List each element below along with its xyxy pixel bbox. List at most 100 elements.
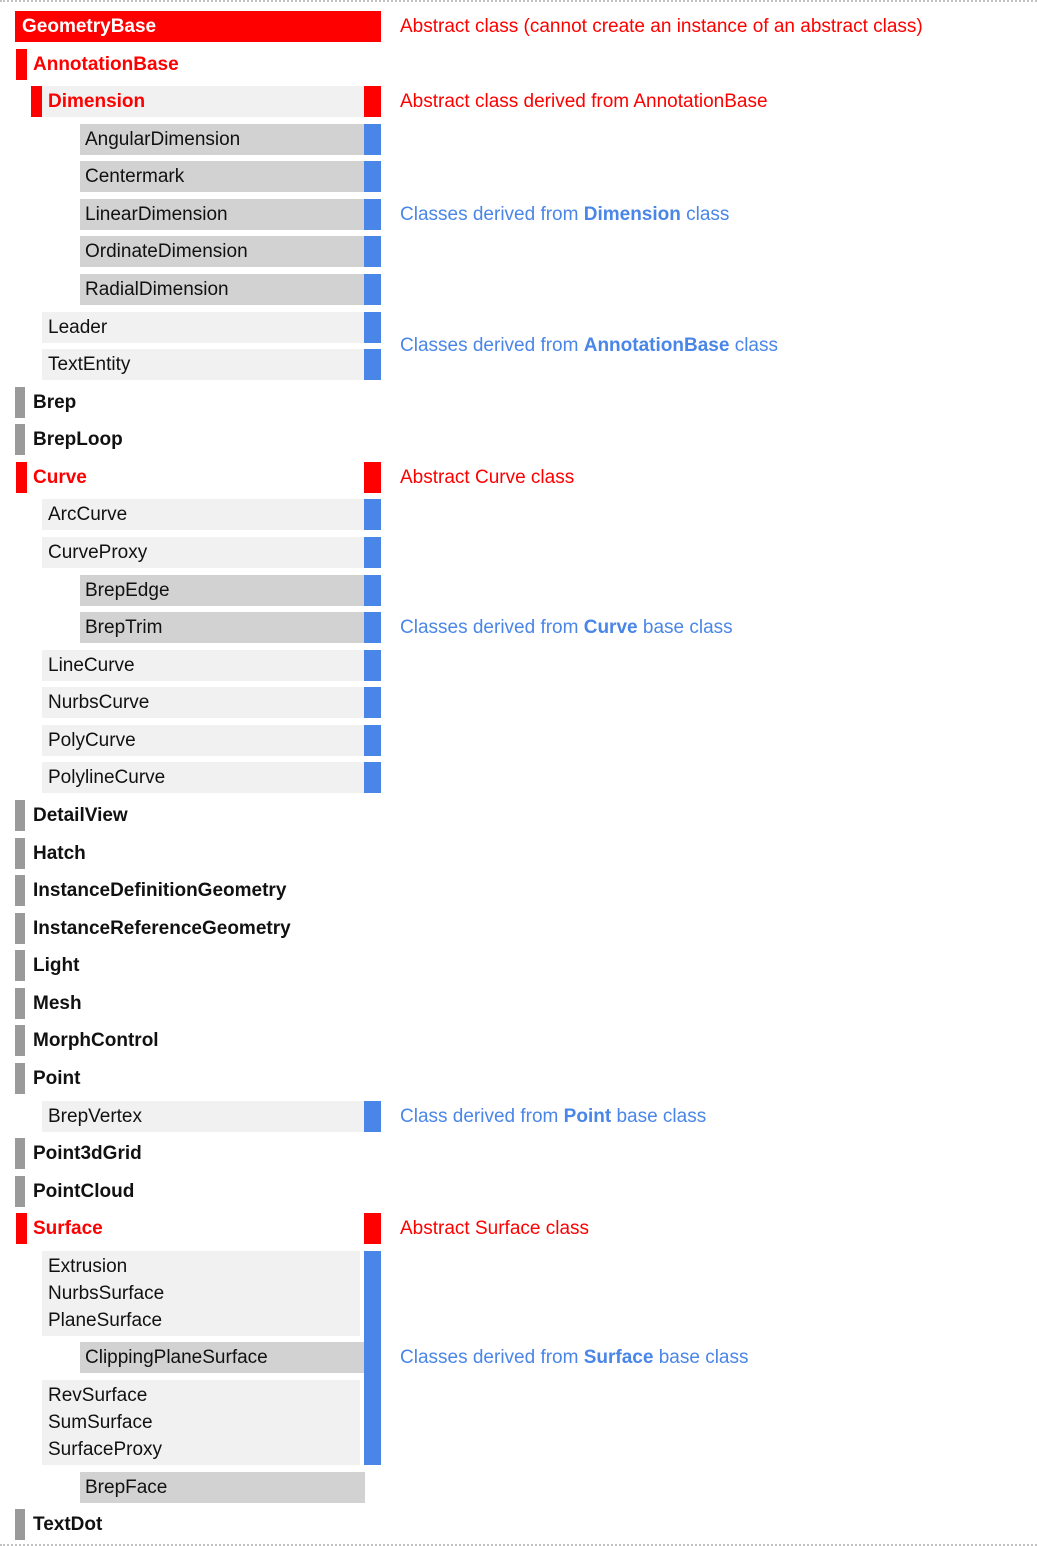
class-bar: LineCurve <box>42 650 366 681</box>
class-row-detailview: DetailView <box>0 800 1037 831</box>
class-name-label: PolyCurve <box>48 730 136 751</box>
hierarchy-marker <box>15 838 25 869</box>
class-row-brepedge: BrepEdge <box>0 575 1037 606</box>
class-row-curveproxy: CurveProxy <box>0 537 1037 568</box>
annotation-segment: Classes derived from <box>400 616 584 638</box>
class-row-light: Light <box>0 950 1037 981</box>
legend-square-blue <box>364 499 381 530</box>
class-row-hatch: Hatch <box>0 838 1037 869</box>
annotation-segment: Class derived from <box>400 1105 564 1127</box>
legend-square-blue <box>364 725 381 756</box>
annotation-segment: Abstract class derived from AnnotationBa… <box>400 90 768 112</box>
class-row-clippingplanesurface: ClippingPlaneSurface Classes derived from… <box>0 1342 1037 1373</box>
class-group-block: Extrusion NurbsSurface PlaneSurface <box>42 1251 360 1336</box>
class-name-label: CurveProxy <box>48 542 148 563</box>
legend-square-blue <box>364 161 381 192</box>
annotation-segment: base class <box>653 1346 749 1368</box>
hierarchy-marker <box>16 462 27 493</box>
class-bar: RadialDimension <box>80 274 365 305</box>
annotation-text: Classes derived from Dimension class <box>400 204 729 226</box>
annotation-segment: Classes derived from <box>400 1346 584 1368</box>
hierarchy-marker <box>15 1509 25 1540</box>
class-name-label: NurbsCurve <box>48 692 150 713</box>
class-name-label: SurfaceProxy <box>48 1439 163 1460</box>
annotation-segment: base class <box>637 616 733 638</box>
hierarchy-marker <box>15 875 25 906</box>
legend-square-blue <box>364 650 381 681</box>
class-bar: Dimension <box>42 86 366 117</box>
class-row-polylinecurve: PolylineCurve <box>0 762 1037 793</box>
class-name-label: BrepTrim <box>85 617 163 638</box>
class-bar: BrepFace <box>80 1472 365 1503</box>
hierarchy-marker <box>15 988 25 1019</box>
annotation-bold-term: Surface <box>583 1346 654 1368</box>
class-row-pointcloud: PointCloud <box>0 1176 1037 1207</box>
class-name-label: ClippingPlaneSurface <box>85 1347 268 1368</box>
legend-square-red <box>364 462 381 493</box>
class-name-label: Curve <box>33 467 87 488</box>
class-row-brepface: BrepFace <box>0 1472 1037 1503</box>
legend-square-red <box>364 1213 381 1244</box>
class-bar: PolylineCurve <box>42 762 366 793</box>
annotation-segment: Abstract Surface class <box>400 1217 590 1239</box>
legend-square-red <box>364 86 381 117</box>
legend-square-red <box>364 11 381 42</box>
class-row-instancedefinitiongeometry: InstanceDefinitionGeometry <box>0 875 1037 906</box>
class-name-label: Brep <box>33 392 77 413</box>
legend-square-blue <box>364 537 381 568</box>
annotation-segment: class <box>729 335 778 357</box>
class-name-label: PolylineCurve <box>48 767 166 788</box>
class-row-angulardimension: AngularDimension <box>0 124 1037 155</box>
class-bar: GeometryBase <box>15 11 367 42</box>
annotation-text: Abstract class derived from AnnotationBa… <box>400 91 768 113</box>
legend-square-blue <box>364 236 381 267</box>
class-bar: LinearDimension <box>80 199 365 230</box>
class-row-lineardimension: LinearDimension Classes derived from Dime… <box>0 199 1037 230</box>
class-name-label: Light <box>33 955 80 976</box>
class-name-label: Extrusion <box>48 1256 128 1277</box>
class-name-label: InstanceReferenceGeometry <box>33 918 291 939</box>
annotation-segment: Classes derived from <box>400 203 584 225</box>
class-row-point3dgrid: Point3dGrid <box>0 1138 1037 1169</box>
hierarchy-marker <box>15 950 25 981</box>
class-name-label: PointCloud <box>33 1181 135 1202</box>
class-name-label: TextEntity <box>48 354 131 375</box>
class-name-label: Dimension <box>48 91 146 112</box>
class-name-label: Point <box>33 1068 81 1089</box>
annotation-segment: class <box>680 203 730 225</box>
legend-square-blue <box>364 687 381 718</box>
class-row-linecurve: LineCurve <box>0 650 1037 681</box>
class-name-label: RadialDimension <box>85 279 229 300</box>
class-row-textentity: TextEntity <box>0 349 1037 380</box>
legend-square-blue <box>364 612 381 643</box>
class-row-revsurface: RevSurface SumSurface SurfaceProxy <box>0 1380 1037 1465</box>
class-bar: NurbsCurve <box>42 687 366 718</box>
class-name-label: Hatch <box>33 843 86 864</box>
class-row-nurbscurve: NurbsCurve <box>0 687 1037 718</box>
class-row-brep: Brep <box>0 387 1037 418</box>
class-name-label: Surface <box>33 1218 103 1239</box>
class-name-label: AnnotationBase <box>33 54 179 75</box>
hierarchy-marker <box>15 800 25 831</box>
class-bar: ClippingPlaneSurface <box>80 1342 365 1373</box>
class-bar: BrepEdge <box>80 575 365 606</box>
class-name-label: MorphControl <box>33 1030 159 1051</box>
hierarchy-marker <box>15 1063 25 1094</box>
class-name-label: RevSurface <box>48 1385 148 1406</box>
class-row-breptrim: BrepTrim Classes derived from Curve base … <box>0 612 1037 643</box>
class-row-radialdimension: RadialDimension <box>0 274 1037 305</box>
class-bar: PolyCurve <box>42 725 366 756</box>
hierarchy-marker <box>15 1176 25 1207</box>
class-name-label: LineCurve <box>48 655 135 676</box>
class-row-dimension: Dimension Abstract class derived from Ann… <box>0 86 1037 117</box>
class-bar: BrepVertex <box>42 1101 366 1132</box>
class-name-label: OrdinateDimension <box>85 241 248 262</box>
class-name-label: Leader <box>48 317 108 338</box>
annotation-bold-term: Point <box>563 1105 612 1127</box>
annotation-bold-term: Curve <box>583 616 638 638</box>
class-name-label: BrepFace <box>85 1477 168 1498</box>
hierarchy-marker <box>15 424 25 455</box>
class-row-polycurve: PolyCurve <box>0 725 1037 756</box>
class-name-label: GeometryBase <box>22 16 157 37</box>
